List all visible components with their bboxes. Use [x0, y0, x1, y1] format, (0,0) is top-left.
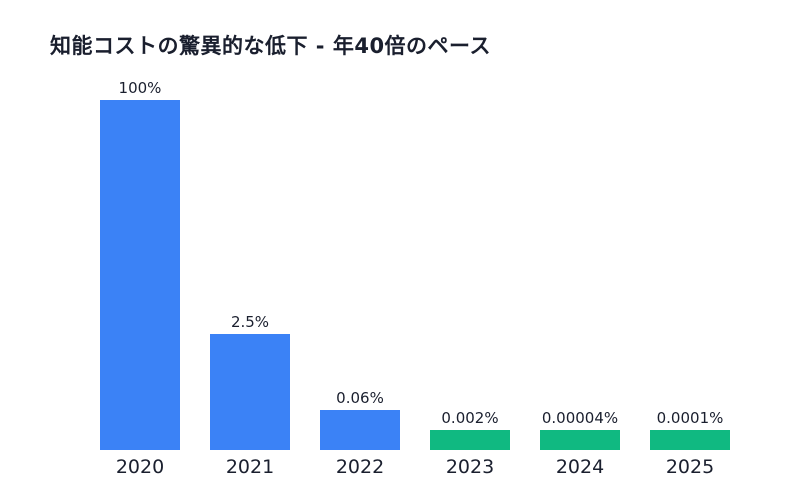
chart-title: 知能コストの驚異的な低下 - 年40倍のペース — [50, 34, 492, 58]
data-label-2022: 0.06% — [336, 389, 384, 407]
data-label-2020: 100% — [119, 79, 162, 97]
data-label-2025: 0.0001% — [657, 409, 724, 427]
bar-2025 — [650, 430, 730, 450]
bar-2024 — [540, 430, 620, 450]
data-label-2023: 0.002% — [441, 409, 498, 427]
x-tick-label-2021: 2021 — [226, 456, 274, 478]
data-label-2021: 2.5% — [231, 313, 269, 331]
x-tick-label-2025: 2025 — [666, 456, 714, 478]
x-tick-label-2020: 2020 — [116, 456, 164, 478]
x-tick-label-2023: 2023 — [446, 456, 494, 478]
bar-2021 — [210, 334, 290, 450]
data-label-2024: 0.00004% — [542, 409, 618, 427]
x-tick-label-2024: 2024 — [556, 456, 604, 478]
bar-2022 — [320, 410, 400, 450]
x-tick-label-2022: 2022 — [336, 456, 384, 478]
bar-2023 — [430, 430, 510, 450]
bar-2020 — [100, 100, 180, 450]
